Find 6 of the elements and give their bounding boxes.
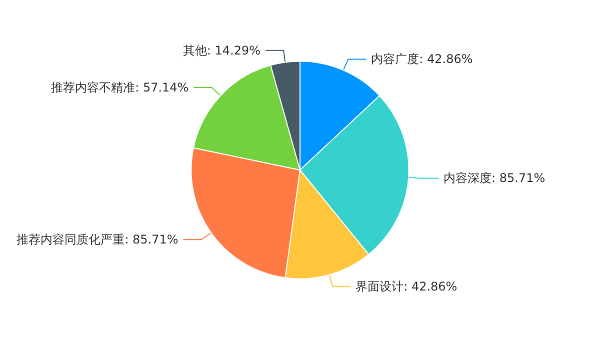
slice-label: 内容深度: 85.71% xyxy=(444,171,546,186)
slice-label: 推荐内容不精准: 57.14% xyxy=(51,80,189,95)
slice-label: 内容广度: 42.86% xyxy=(371,52,473,66)
slice-label: 界面设计: 42.86% xyxy=(356,279,458,294)
slice-label: 推荐内容同质化严重: 85.71% xyxy=(16,232,178,247)
slice-label: 其他: 14.29% xyxy=(182,43,261,58)
